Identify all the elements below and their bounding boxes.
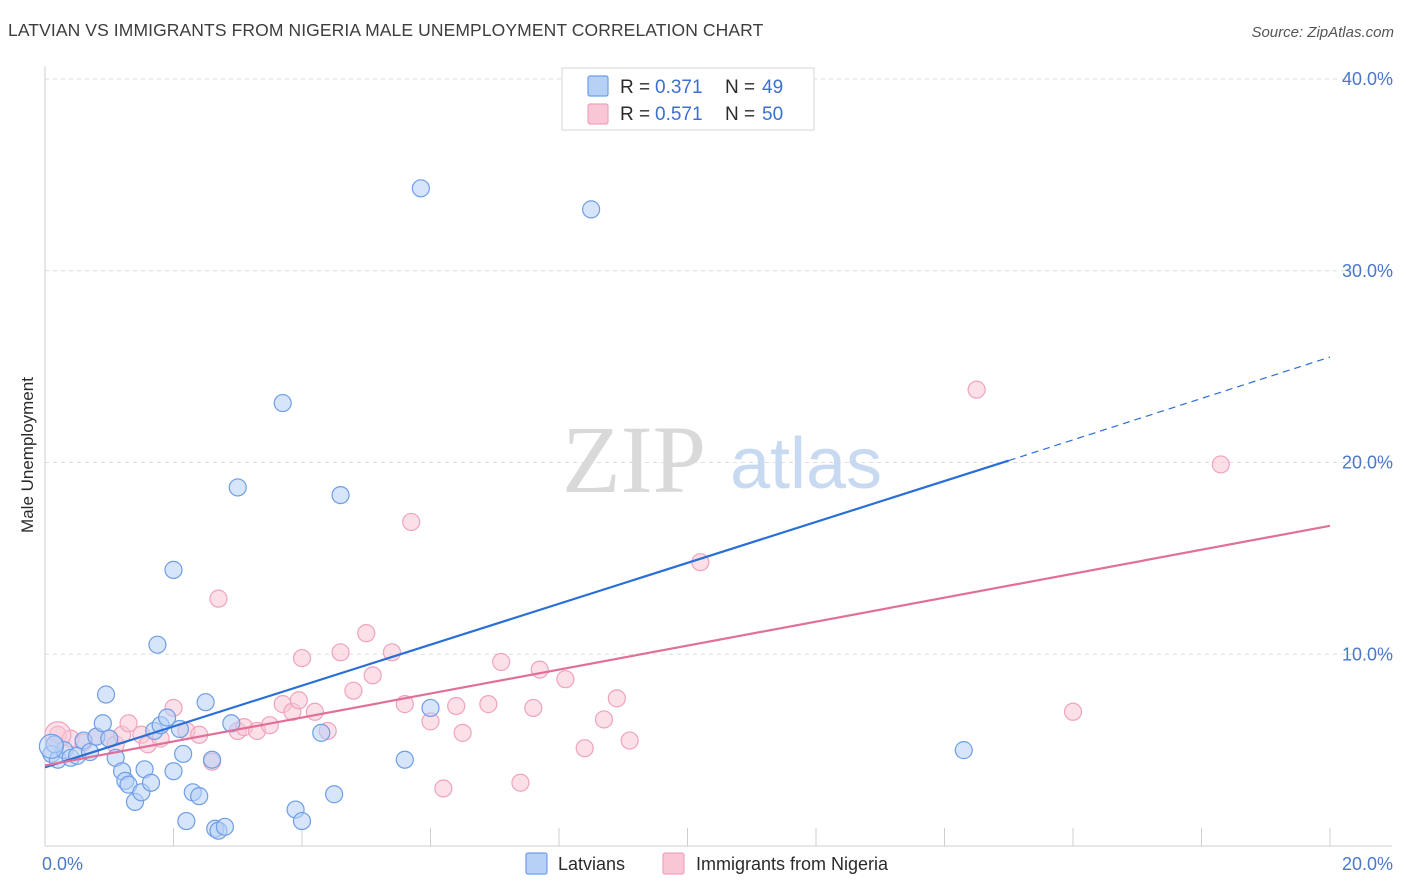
bottom-legend-swatch-latvians [525,852,548,875]
legend-r-label: R = [620,104,650,125]
legend-r-label: R = [620,77,650,98]
legend-swatch-latvians [587,75,609,97]
point-nigeria [607,689,626,708]
point-nigeria [1063,702,1083,721]
legend-n-value: 49 [762,77,783,98]
point-nigeria [511,773,530,792]
point-nigeria [331,643,350,662]
point-latvians [141,773,161,792]
point-latvians [196,693,215,712]
point-latvians [174,744,193,764]
point-nigeria [556,670,575,689]
watermark-zip: ZIP [562,406,706,513]
point-nigeria [305,702,324,721]
point-latvians [202,750,222,769]
y-tick-labels: 10.0% 20.0% 30.0% 40.0% [1342,69,1393,664]
chart-title: LATVIAN VS IMMIGRANTS FROM NIGERIA MALE … [8,20,764,40]
legend-r-value: 0.371 [655,77,703,98]
watermark: ZIP atlas [562,406,882,513]
point-latvians [411,179,430,198]
point-nigeria [402,512,421,532]
point-latvians [292,811,312,831]
bottom-legend: Latvians Immigrants from Nigeria [525,852,889,875]
point-nigeria [344,681,363,700]
series-latvians-points [38,179,973,840]
legend-r-value: 0.571 [655,104,703,125]
axes [44,66,1392,847]
point-nigeria [524,698,543,718]
point-nigeria [492,652,511,672]
point-nigeria [363,666,382,685]
top-legend: R = 0.371 N = 49 R = 0.571 N = 50 [561,67,815,131]
point-latvians [96,685,116,704]
point-nigeria [453,723,472,742]
point-latvians [148,635,167,654]
legend-swatch-nigeria [587,103,609,125]
point-nigeria [530,660,549,679]
series-nigeria-points [44,380,1230,798]
y-tick-label: 40.0% [1342,69,1393,89]
y-tick-label: 30.0% [1342,261,1393,281]
x-tick-labels: 0.0% 20.0% [42,854,1393,874]
point-latvians [312,723,331,742]
point-latvians [421,698,440,718]
gridlines [45,78,1392,655]
point-latvians [228,478,247,497]
legend-n-label: N = [725,77,755,98]
bottom-legend-swatch-nigeria [662,852,685,875]
point-latvians [215,817,234,836]
point-latvians [190,787,209,806]
point-nigeria [289,691,308,710]
point-latvians-cluster [38,733,65,759]
point-nigeria [209,589,228,608]
point-latvians [164,762,183,781]
bottom-legend-nigeria: Immigrants from Nigeria [696,854,889,874]
legend-n-value: 50 [762,104,783,125]
watermark-atlas: atlas [730,424,882,504]
x-tick-label: 20.0% [1342,854,1393,874]
point-latvians [164,560,183,579]
point-latvians [325,785,344,804]
trend-lines [44,356,1331,769]
point-nigeria [1211,455,1230,474]
point-nigeria [594,710,614,729]
point-latvians [93,714,112,733]
point-nigeria [357,624,376,643]
point-latvians [395,750,414,769]
point-latvians [954,741,973,760]
point-nigeria [434,779,453,798]
point-latvians [273,393,292,413]
point-nigeria [620,731,639,750]
point-nigeria [292,648,312,668]
point-nigeria [447,696,466,716]
legend-n-label: N = [725,104,755,125]
point-nigeria [967,380,986,399]
trend-nigeria [44,524,1331,767]
point-latvians [177,811,196,831]
y-tick-label: 10.0% [1342,644,1393,664]
y-axis-label: Male Unemployment [18,377,37,533]
point-latvians [331,485,350,505]
bottom-legend-latvians: Latvians [558,854,625,874]
trend-latvians [44,459,1010,769]
y-tick-label: 20.0% [1342,453,1393,473]
x-tick-label: 0.0% [42,854,83,874]
point-latvians [157,708,177,727]
point-latvians [582,200,601,219]
point-nigeria [575,739,594,758]
point-nigeria [479,695,498,714]
trend-latvians-extension [1008,356,1331,462]
source-label: Source: ZipAtlas.com [1251,24,1394,41]
point-nigeria [119,714,138,733]
